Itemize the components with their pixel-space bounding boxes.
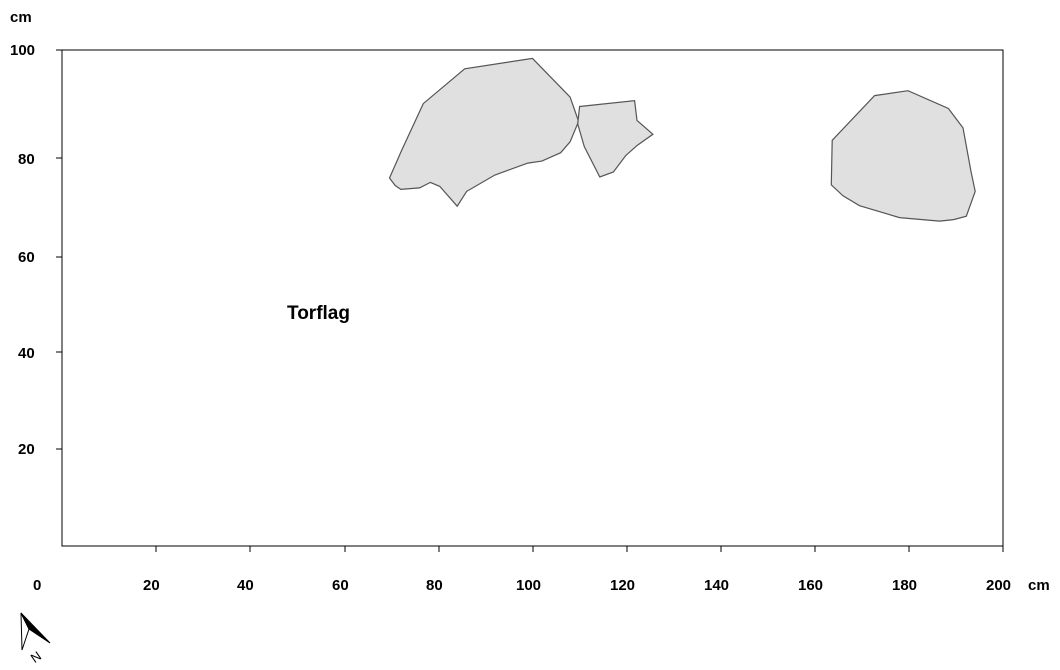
y-tick-label-60: 60 [18, 249, 35, 266]
y-tick-label-100: 100 [10, 42, 35, 59]
stone-large-left [388, 57, 580, 208]
x-tick-label-100: 100 [516, 577, 541, 594]
x-axis: 0 20 40 60 80 100 120 140 160 180 200 cm [33, 546, 1050, 594]
y-unit-label: cm [10, 9, 32, 26]
stone-small-middle [577, 99, 654, 178]
x-unit-label: cm [1028, 577, 1050, 594]
y-axis: 20 40 60 80 100 [10, 42, 62, 458]
area-label-torflag: Torflag [287, 303, 350, 324]
x-tick-label-200: 200 [986, 577, 1011, 594]
x-tick-label-140: 140 [704, 577, 729, 594]
north-arrow-icon: N [20, 612, 51, 666]
y-tick-label-20: 20 [18, 441, 35, 458]
y-tick-label-40: 40 [18, 345, 35, 362]
stone-right [830, 90, 976, 222]
x-tick-label-60: 60 [332, 577, 349, 594]
north-label: N [28, 648, 44, 666]
stone-outlines [388, 57, 976, 222]
x-origin-label: 0 [33, 577, 41, 594]
x-tick-label-80: 80 [426, 577, 443, 594]
x-tick-label-20: 20 [143, 577, 160, 594]
x-tick-label-40: 40 [237, 577, 254, 594]
x-tick-label-120: 120 [610, 577, 635, 594]
y-tick-label-80: 80 [18, 151, 35, 168]
x-tick-label-180: 180 [892, 577, 917, 594]
x-tick-label-160: 160 [798, 577, 823, 594]
